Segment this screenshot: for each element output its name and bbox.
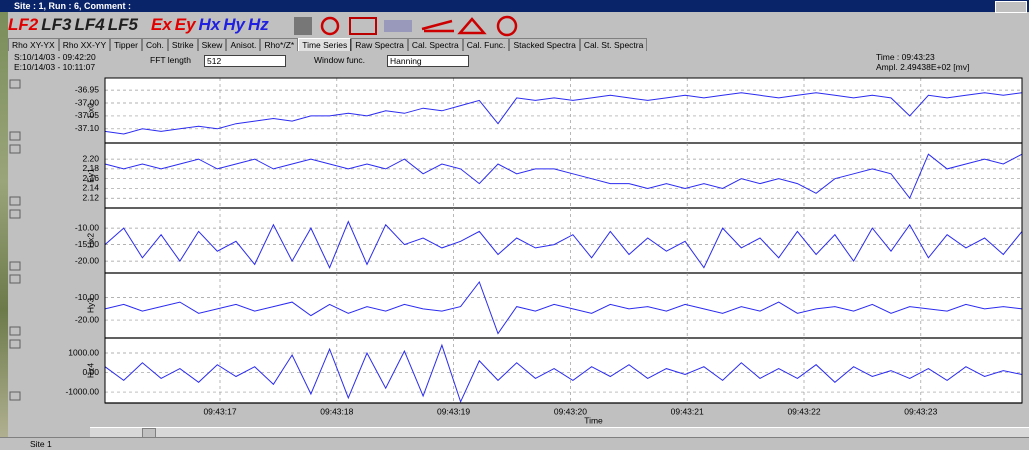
x-tick-label: 09:43:20 [554, 406, 587, 416]
title-bar: Site : 1, Run : 6, Comment : [0, 0, 1029, 12]
window-controls[interactable] [995, 1, 1027, 13]
toolbar-button[interactable]: Hx [199, 15, 221, 35]
x-tick-label: 09:43:18 [320, 406, 353, 416]
y-tick-label: 2.20 [82, 153, 99, 163]
x-tick-label: 09:43:21 [671, 406, 704, 416]
y-axis-label: Ex0 [85, 103, 95, 118]
x-tick-label: 09:43:22 [787, 406, 820, 416]
y-tick-label: -20.00 [75, 314, 99, 324]
tab[interactable]: Strike [168, 38, 198, 51]
y-tick-label: 1000.00 [68, 347, 99, 357]
tab[interactable]: Cal. St. Spectra [580, 38, 648, 51]
tab[interactable]: Stacked Spectra [509, 38, 579, 51]
app-window: Site : 1, Run : 6, Comment : LF2LF3LF4LF… [0, 0, 1029, 449]
toolbar-button[interactable]: Ex [151, 15, 172, 35]
icon[interactable] [498, 17, 516, 35]
toolbar-button[interactable]: Hy [223, 15, 245, 35]
panel-button[interactable] [10, 210, 20, 218]
tab[interactable]: Cal. Func. [463, 38, 510, 51]
panel-button[interactable] [10, 262, 20, 270]
x-tick-label: 09:43:19 [437, 406, 470, 416]
y-axis-label: Hy3 [85, 298, 95, 313]
tab[interactable]: Anisot. [226, 38, 260, 51]
status-bar: Site 1 [0, 437, 1029, 450]
tab[interactable]: Tipper [110, 38, 142, 51]
fft-value: 512 [207, 56, 221, 66]
y-axis-label: Hz4 [85, 363, 95, 378]
y-tick-label: -10.00 [75, 222, 99, 232]
start-time: S:10/14/03 - 09:42:20 [14, 52, 96, 62]
window-select[interactable]: Hanning [387, 55, 469, 67]
x-axis-label: Time [584, 415, 603, 425]
panel-button[interactable] [10, 392, 20, 400]
panel-button[interactable] [10, 145, 20, 153]
x-tick-label: 09:43:17 [203, 406, 236, 416]
y-tick-label: 2.14 [82, 183, 99, 193]
tab[interactable]: Rho*/Z* [260, 38, 298, 51]
panel-button[interactable] [10, 275, 20, 283]
icon[interactable] [350, 18, 376, 34]
status-site: Site 1 [30, 439, 52, 449]
toolbar-button[interactable]: Ey [175, 15, 196, 35]
cursor-ampl: Ampl. 2.49438E+02 [mv] [876, 62, 969, 72]
end-time: E:10/14/03 - 10:11:07 [14, 62, 95, 72]
y-tick-label: -20.00 [75, 255, 99, 265]
plot-area [105, 78, 1022, 403]
y-tick-label: 2.12 [82, 192, 99, 202]
y-axis-label: Ey1 [85, 168, 95, 183]
toolbar-button[interactable]: Hz [248, 15, 269, 35]
fft-select[interactable]: 512 [204, 55, 286, 67]
icon[interactable] [422, 21, 454, 31]
y-tick-label: -1000.00 [65, 386, 99, 396]
icon[interactable] [460, 19, 484, 33]
panel-button[interactable] [10, 340, 20, 348]
tab[interactable]: Cal. Spectra [408, 38, 463, 51]
scrollbar[interactable] [90, 427, 1029, 437]
x-tick-label: 09:43:23 [904, 406, 937, 416]
window-label: Window func. [314, 55, 365, 65]
y-tick-label: -37.10 [75, 123, 99, 133]
tab[interactable]: Skew [198, 38, 227, 51]
tab[interactable]: Raw Spectra [351, 38, 408, 51]
toolbar-button[interactable]: LF4 [74, 15, 104, 35]
window-title: Site : 1, Run : 6, Comment : [14, 1, 131, 11]
toolbar-button[interactable]: LF3 [41, 15, 71, 35]
icon[interactable] [384, 20, 412, 32]
tab[interactable]: Rho XY-YX [8, 38, 59, 51]
toolbar-button[interactable]: LF5 [108, 15, 138, 35]
y-axis-label: Hx2 [85, 233, 95, 248]
time-series-chart: -36.95-37.00-37.05-37.10Ex02.202.182.162… [0, 76, 1029, 426]
panel-button[interactable] [10, 132, 20, 140]
tab[interactable]: Time Series [298, 38, 351, 51]
toolbar-icons [292, 15, 602, 37]
panel-button[interactable] [10, 197, 20, 205]
icon[interactable] [322, 18, 338, 34]
tab[interactable]: Coh. [142, 38, 168, 51]
panel-button[interactable] [10, 80, 20, 88]
tab[interactable]: Rho XX-YY [59, 38, 110, 51]
toolbar-button[interactable]: LF2 [8, 15, 38, 35]
window-value: Hanning [390, 56, 422, 66]
fft-label: FFT length [150, 55, 191, 65]
y-tick-label: -36.95 [75, 84, 99, 94]
panel-button[interactable] [10, 327, 20, 335]
cursor-time: Time : 09:43:23 [876, 52, 935, 62]
icon[interactable] [294, 17, 312, 35]
